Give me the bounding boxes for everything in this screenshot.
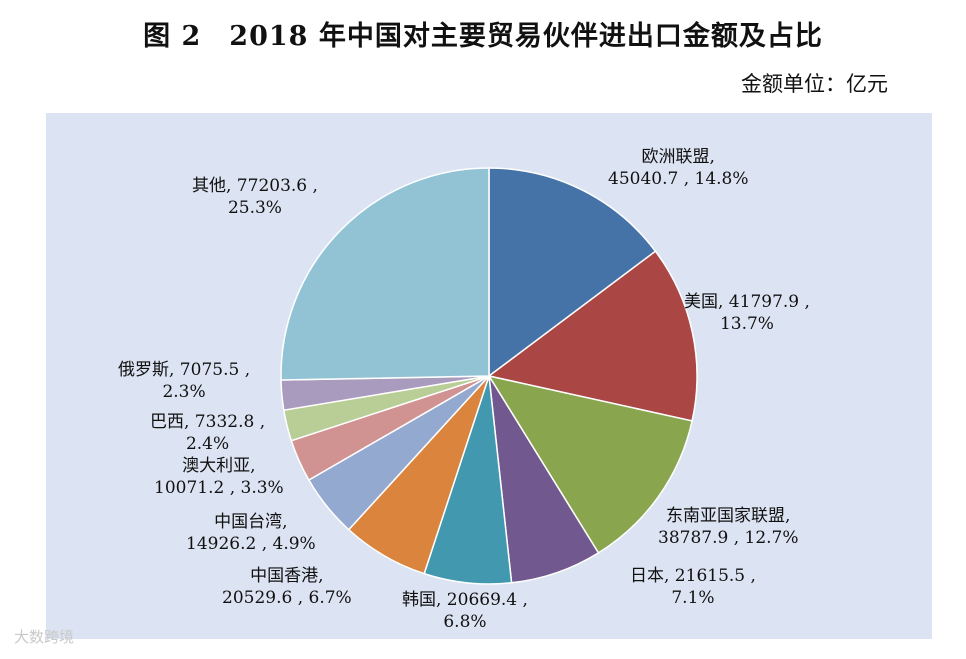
- unit-label: 金额单位：亿元: [741, 72, 888, 96]
- slice-label-value: 7.1%: [671, 588, 715, 608]
- slice-label-name: 日本, 21615.5 ,: [630, 566, 756, 586]
- slice-label-name: 中国台湾,: [214, 512, 288, 532]
- slice-label-value: 20529.6 , 6.7%: [222, 588, 352, 608]
- pie-slice-2: [487, 250, 698, 422]
- pie-slice-11: [280, 167, 490, 381]
- pie-slice-3: [487, 374, 693, 554]
- slice-label-name: 中国香港,: [250, 566, 324, 586]
- slice-label-value: 25.3%: [227, 198, 282, 218]
- slice-label-value: 14926.2 , 4.9%: [186, 534, 316, 554]
- slice-label-value: 13.7%: [719, 314, 774, 334]
- slice-label-3: 东南亚国家联盟, 38787.9 , 12.7%: [658, 505, 799, 549]
- slice-label-5: 韩国, 20669.4 , 6.8%: [402, 589, 528, 633]
- slice-label-11: 其他, 77203.6 , 25.3%: [192, 175, 318, 219]
- slice-label-value: 2.3%: [162, 382, 206, 402]
- slice-label-value: 45040.7 , 14.8%: [608, 169, 749, 189]
- slice-label-name: 美国, 41797.9 ,: [684, 292, 810, 312]
- slice-label-name: 东南亚国家联盟,: [666, 506, 791, 526]
- plot-area: 欧洲联盟, 45040.7 , 14.8% 美国, 41797.9 , 13.7% 东南…: [46, 113, 932, 639]
- slice-label-name: 巴西, 7332.8 ,: [150, 412, 266, 432]
- slice-label-8: 澳大利亚, 10071.2 , 3.3%: [154, 455, 284, 499]
- slice-label-name: 其他, 77203.6 ,: [192, 176, 318, 196]
- pie-chart: [280, 167, 698, 585]
- slice-label-name: 澳大利亚,: [182, 456, 256, 476]
- slice-label-name: 欧洲联盟,: [641, 147, 715, 167]
- watermark: 大数跨境: [14, 628, 75, 646]
- slice-label-value: 2.4%: [185, 434, 230, 454]
- chart-title: 图 2 2018 年中国对主要贸易伙伴进出口金额及占比: [143, 21, 823, 52]
- slice-label-2: 美国, 41797.9 , 13.7%: [684, 291, 810, 335]
- slice-label-9: 巴西, 7332.8 , 2.4%: [150, 411, 265, 455]
- slice-label-value: 6.8%: [443, 612, 487, 632]
- slice-label-6: 中国香港, 20529.6 , 6.7%: [222, 565, 352, 609]
- slice-label-7: 中国台湾, 14926.2 , 4.9%: [186, 511, 316, 555]
- slice-label-name: 韩国, 20669.4 ,: [402, 590, 528, 610]
- slice-label-1: 欧洲联盟, 45040.7 , 14.8%: [608, 146, 749, 190]
- slice-label-name: 俄罗斯, 7075.5 ,: [118, 360, 251, 380]
- pie-slice-1: [488, 167, 657, 378]
- slice-label-value: 10071.2 , 3.3%: [154, 478, 284, 498]
- slice-label-10: 俄罗斯, 7075.5 , 2.3%: [118, 359, 250, 403]
- slice-label-4: 日本, 21615.5 , 7.1%: [630, 565, 756, 609]
- slice-label-value: 38787.9 , 12.7%: [658, 528, 799, 548]
